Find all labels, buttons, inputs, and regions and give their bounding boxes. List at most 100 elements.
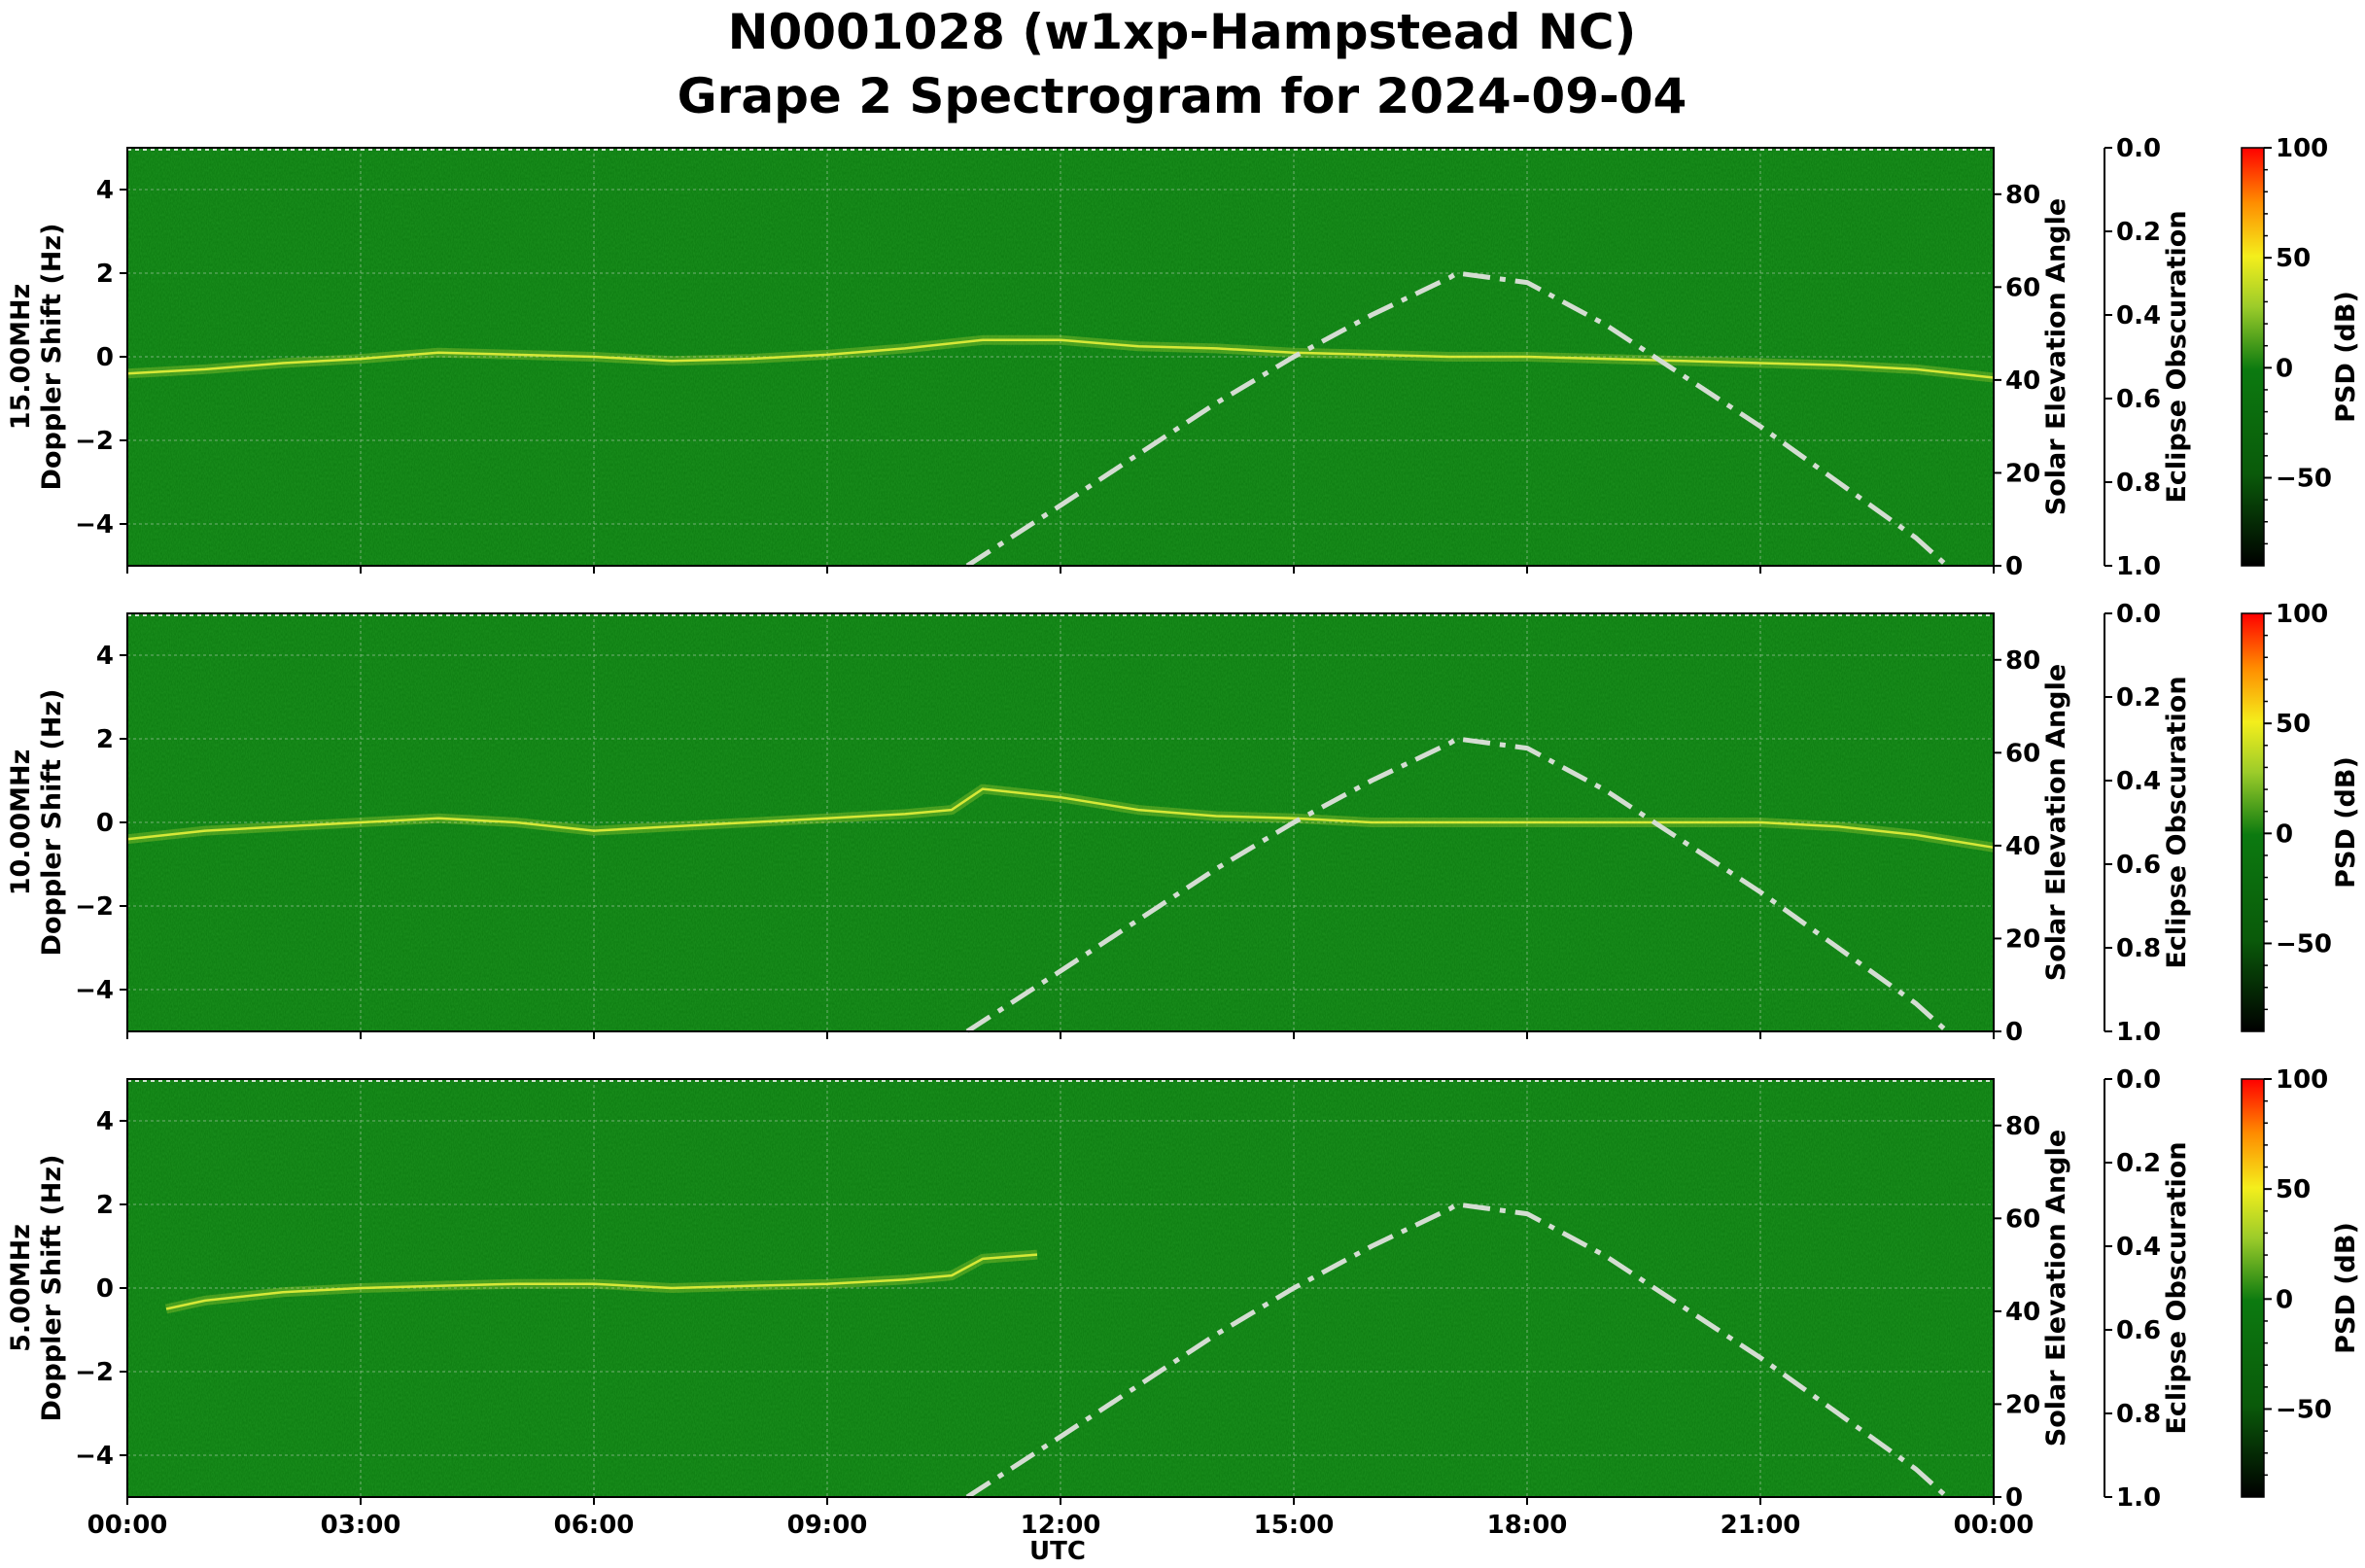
- eclipse-tick-label: 0.6: [2116, 385, 2161, 414]
- y-tick-label: −4: [75, 1442, 114, 1471]
- y2-tick-label: 20: [2005, 1390, 2040, 1419]
- solar-elevation-curve: [965, 736, 1949, 1034]
- y-axis-label-eclipse: Eclipse Obscuration: [2162, 676, 2192, 968]
- eclipse-tick-label: 0.4: [2116, 1233, 2161, 1262]
- y-tick-label: 4: [96, 642, 114, 671]
- colorbar-tick-label: 100: [2276, 134, 2328, 163]
- x-tick-label: 18:00: [1487, 1511, 1568, 1540]
- y-tick-label: −4: [75, 510, 114, 540]
- x-axis-label: UTC: [1029, 1537, 1086, 1566]
- psd-colorbar: [2241, 147, 2265, 567]
- y-axis-label-solar-elevation: Solar Elevation Angle: [2041, 1130, 2071, 1446]
- solar-elevation-curve: [965, 1202, 1949, 1500]
- eclipse-tick-label: 0.2: [2116, 218, 2161, 247]
- eclipse-tick-label: 0.2: [2116, 1149, 2161, 1178]
- colorbar-label: PSD (dB): [2331, 1222, 2361, 1354]
- colorbar-tick-label: 100: [2276, 1065, 2328, 1095]
- y-tick-label: 2: [96, 1191, 114, 1220]
- x-tick-label: 06:00: [554, 1511, 635, 1540]
- x-tick-label: 12:00: [1021, 1511, 1101, 1540]
- colorbar-tick-label: 50: [2276, 710, 2311, 739]
- colorbar-tick-label: 0: [2276, 819, 2293, 849]
- y-tick-label: −2: [75, 427, 114, 456]
- y-axis-label-eclipse: Eclipse Obscuration: [2162, 210, 2192, 503]
- y2-tick-label: 60: [2005, 273, 2040, 302]
- y2-tick-label: 0: [2005, 552, 2023, 581]
- colorbar-tick-label: −50: [2276, 929, 2332, 958]
- eclipse-tick-label: 0.4: [2116, 767, 2161, 796]
- y-axis-label-eclipse: Eclipse Obscuration: [2162, 1141, 2192, 1434]
- eclipse-tick-label: 1.0: [2116, 552, 2161, 581]
- x-tick-label: 15:00: [1254, 1511, 1335, 1540]
- eclipse-tick-label: 0.2: [2116, 683, 2161, 713]
- x-tick-label: 03:00: [321, 1511, 401, 1540]
- eclipse-tick-label: 0.0: [2116, 1065, 2161, 1095]
- y2-tick-label: 80: [2005, 181, 2040, 210]
- y-axis-label-doppler: Doppler Shift (Hz): [37, 224, 67, 491]
- eclipse-tick-label: 0.0: [2116, 134, 2161, 163]
- colorbar-tick-label: 50: [2276, 244, 2311, 273]
- y-tick-label: 2: [96, 725, 114, 754]
- y2-tick-label: 0: [2005, 1483, 2023, 1513]
- y-tick-label: 4: [96, 176, 114, 205]
- y-axis-label-doppler: Doppler Shift (Hz): [37, 689, 67, 957]
- eclipse-tick-label: 1.0: [2116, 1483, 2161, 1513]
- psd-colorbar: [2241, 1078, 2265, 1498]
- figure-title-line1: N0001028 (w1xp-Hampstead NC): [728, 4, 1637, 60]
- colorbar-tick-label: −50: [2276, 464, 2332, 493]
- y-tick-label: 0: [96, 343, 114, 372]
- eclipse-tick-label: 0.8: [2116, 469, 2161, 498]
- y-tick-label: −2: [75, 892, 114, 922]
- eclipse-tick-label: 0.6: [2116, 1316, 2161, 1345]
- panel-5.00MHz: 420−2−45.00MHz Doppler Shift (Hz)02040608…: [6, 1065, 2361, 1540]
- y2-tick-label: 20: [2005, 459, 2040, 488]
- y-tick-label: 2: [96, 260, 114, 289]
- y2-tick-label: 80: [2005, 1112, 2040, 1141]
- y-tick-label: −4: [75, 976, 114, 1005]
- panel-frequency-label: 5.00MHz: [6, 1224, 36, 1352]
- eclipse-tick-label: 0.6: [2116, 851, 2161, 880]
- colorbar-tick-label: 0: [2276, 1285, 2293, 1314]
- y2-tick-label: 80: [2005, 646, 2040, 676]
- y-tick-label: 0: [96, 809, 114, 838]
- y2-tick-label: 40: [2005, 1298, 2040, 1327]
- x-tick-label: 00:00: [1954, 1511, 2035, 1540]
- colorbar-tick-label: 0: [2276, 354, 2293, 383]
- y-tick-label: 0: [96, 1274, 114, 1304]
- y2-tick-label: 60: [2005, 739, 2040, 768]
- panel-10.00MHz: 420−2−410.00MHz Doppler Shift (Hz)0204060…: [6, 600, 2361, 1047]
- panel-15.00MHz: 420−2−415.00MHz Doppler Shift (Hz)0204060…: [6, 134, 2361, 581]
- solar-elevation-curve: [965, 270, 1949, 569]
- y2-tick-label: 20: [2005, 924, 2040, 954]
- y-axis-label-doppler: Doppler Shift (Hz): [37, 1155, 67, 1422]
- y2-tick-label: 40: [2005, 832, 2040, 861]
- x-tick-label: 00:00: [87, 1511, 168, 1540]
- y2-tick-label: 40: [2005, 366, 2040, 396]
- colorbar-tick-label: 50: [2276, 1175, 2311, 1204]
- colorbar-label: PSD (dB): [2331, 291, 2361, 423]
- eclipse-tick-label: 1.0: [2116, 1018, 2161, 1047]
- y-axis-label-solar-elevation: Solar Elevation Angle: [2041, 198, 2071, 515]
- eclipse-tick-label: 0.4: [2116, 301, 2161, 331]
- y-tick-label: −2: [75, 1358, 114, 1387]
- psd-colorbar: [2241, 612, 2265, 1032]
- doppler-trace-line: [126, 787, 1995, 850]
- y2-tick-label: 60: [2005, 1204, 2040, 1234]
- figure-title-line2: Grape 2 Spectrogram for 2024-09-04: [678, 68, 1687, 124]
- doppler-trace-line: [165, 1253, 1038, 1310]
- doppler-trace-line: [126, 338, 1995, 379]
- colorbar-tick-label: 100: [2276, 600, 2328, 629]
- eclipse-tick-label: 0.8: [2116, 1400, 2161, 1429]
- panel-frequency-label: 15.00MHz: [6, 284, 36, 431]
- colorbar-label: PSD (dB): [2331, 756, 2361, 889]
- colorbar-tick-label: −50: [2276, 1395, 2332, 1424]
- eclipse-tick-label: 0.0: [2116, 600, 2161, 629]
- x-tick-label: 21:00: [1721, 1511, 1801, 1540]
- y2-tick-label: 0: [2005, 1018, 2023, 1047]
- x-tick-label: 09:00: [787, 1511, 868, 1540]
- y-tick-label: 4: [96, 1107, 114, 1136]
- panel-frequency-label: 10.00MHz: [6, 749, 36, 896]
- eclipse-tick-label: 0.8: [2116, 934, 2161, 963]
- y-axis-label-solar-elevation: Solar Elevation Angle: [2041, 664, 2071, 981]
